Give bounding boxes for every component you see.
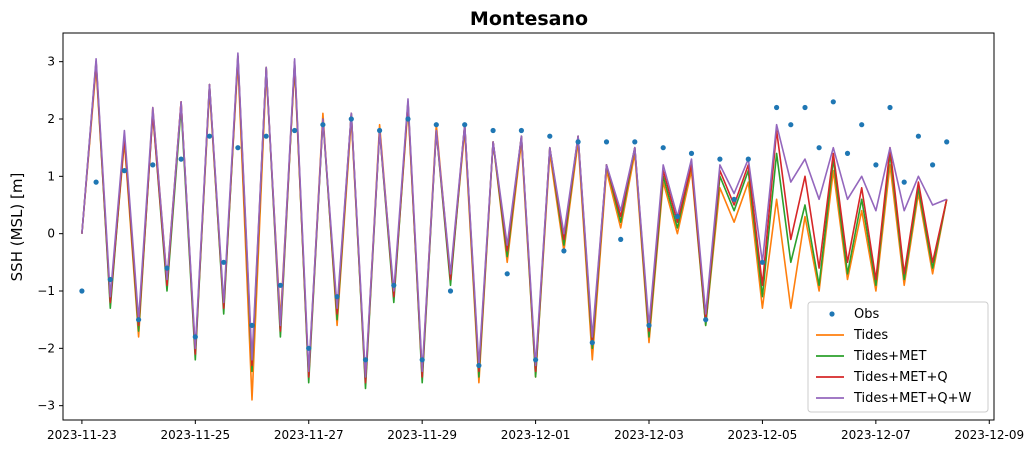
x-tick-label: 2023-12-07 bbox=[841, 428, 911, 442]
legend-marker-obs bbox=[829, 311, 835, 317]
obs-point bbox=[873, 162, 879, 168]
x-tick-label: 2023-11-23 bbox=[47, 428, 117, 442]
obs-point bbox=[844, 150, 851, 156]
obs-point bbox=[320, 122, 326, 128]
y-axis: −3 −2 −1 0 1 2 3 bbox=[37, 55, 63, 413]
obs-point bbox=[235, 145, 241, 151]
series-points bbox=[79, 99, 950, 369]
obs-point bbox=[391, 282, 397, 288]
x-tick-label: 2023-12-01 bbox=[501, 428, 571, 442]
y-axis-label: SSH (MSL) [m] bbox=[8, 173, 26, 282]
obs-point bbox=[930, 162, 936, 168]
obs-point bbox=[518, 127, 525, 134]
y-tick-label: −2 bbox=[37, 341, 55, 355]
obs-point bbox=[93, 179, 99, 185]
obs-point bbox=[150, 162, 156, 168]
obs-point bbox=[277, 282, 283, 288]
obs-point bbox=[405, 116, 411, 122]
obs-point bbox=[646, 322, 652, 328]
obs-point bbox=[419, 357, 425, 363]
obs-point bbox=[306, 345, 312, 351]
legend-box bbox=[807, 301, 989, 413]
obs-point bbox=[164, 265, 170, 271]
obs-point bbox=[830, 99, 836, 105]
obs-point bbox=[377, 127, 383, 134]
legend-label: Obs bbox=[854, 307, 879, 322]
obs-point bbox=[178, 156, 184, 162]
obs-point bbox=[788, 122, 794, 128]
obs-point bbox=[561, 248, 567, 254]
obs-point bbox=[206, 133, 213, 139]
obs-point bbox=[221, 259, 227, 265]
obs-point bbox=[292, 127, 298, 134]
obs-point bbox=[433, 122, 439, 128]
x-axis: 2023-11-23 2023-11-25 2023-11-27 2023-11-29… bbox=[47, 420, 1024, 442]
obs-point bbox=[688, 150, 695, 156]
obs-point bbox=[759, 259, 766, 265]
obs-point bbox=[348, 116, 354, 122]
obs-point bbox=[774, 104, 780, 111]
y-tick-label: −3 bbox=[37, 399, 55, 413]
obs-point bbox=[107, 276, 113, 283]
obs-point bbox=[249, 322, 255, 328]
obs-point bbox=[901, 179, 907, 185]
obs-point bbox=[589, 340, 595, 346]
plot-frame bbox=[62, 32, 995, 421]
y-tick-label: 3 bbox=[47, 55, 55, 69]
obs-point bbox=[547, 133, 553, 139]
x-tick-label: 2023-12-09 bbox=[954, 428, 1024, 442]
obs-point bbox=[674, 213, 681, 220]
obs-point bbox=[192, 334, 198, 340]
obs-point bbox=[887, 104, 893, 111]
series-lines bbox=[81, 52, 948, 401]
y-tick-label: 0 bbox=[47, 227, 55, 241]
obs-point bbox=[447, 288, 454, 294]
obs-point bbox=[632, 139, 638, 145]
chart-title: Montesano bbox=[470, 8, 588, 30]
legend-items: Obs Tides Tides+MET Tides+MET+Q Tides+MET+Q+… bbox=[816, 307, 971, 406]
x-tick-label: 2023-12-05 bbox=[728, 428, 798, 442]
legend-label: Tides bbox=[853, 328, 888, 343]
obs-point bbox=[944, 139, 950, 145]
obs-point bbox=[660, 145, 666, 151]
obs-point bbox=[462, 122, 468, 128]
y-tick-label: −1 bbox=[37, 284, 55, 298]
x-tick-label: 2023-11-29 bbox=[387, 428, 457, 442]
obs-point bbox=[476, 362, 482, 369]
y-tick-label: 1 bbox=[47, 169, 55, 183]
obs-point bbox=[533, 357, 539, 363]
obs-point bbox=[575, 139, 581, 145]
legend-label: Tides+MET+Q+W bbox=[853, 391, 971, 406]
legend-label: Tides+MET+Q bbox=[853, 370, 948, 385]
series-line-4 bbox=[81, 52, 947, 378]
y-tick-label: 2 bbox=[47, 112, 55, 126]
obs-point bbox=[731, 196, 737, 202]
obs-point bbox=[490, 127, 496, 134]
obs-point bbox=[915, 133, 922, 139]
obs-point bbox=[703, 317, 709, 323]
obs-point bbox=[362, 357, 369, 363]
obs-point bbox=[816, 145, 822, 151]
obs-point bbox=[859, 122, 865, 128]
obs-point bbox=[745, 156, 751, 162]
obs-point bbox=[802, 104, 808, 111]
obs-point bbox=[603, 139, 610, 145]
legend-label: Tides+MET bbox=[853, 349, 926, 364]
obs-point bbox=[79, 288, 85, 294]
obs-point bbox=[504, 271, 510, 277]
x-tick-label: 2023-11-25 bbox=[160, 428, 230, 442]
obs-point bbox=[334, 294, 340, 300]
obs-point bbox=[136, 317, 142, 323]
obs-point bbox=[263, 133, 269, 139]
x-tick-label: 2023-11-27 bbox=[274, 428, 344, 442]
obs-point bbox=[618, 236, 624, 242]
legend: Obs Tides Tides+MET Tides+MET+Q Tides+MET+Q+… bbox=[807, 301, 989, 413]
obs-point bbox=[121, 168, 127, 174]
x-tick-label: 2023-12-03 bbox=[614, 428, 684, 442]
obs-point bbox=[717, 156, 723, 162]
